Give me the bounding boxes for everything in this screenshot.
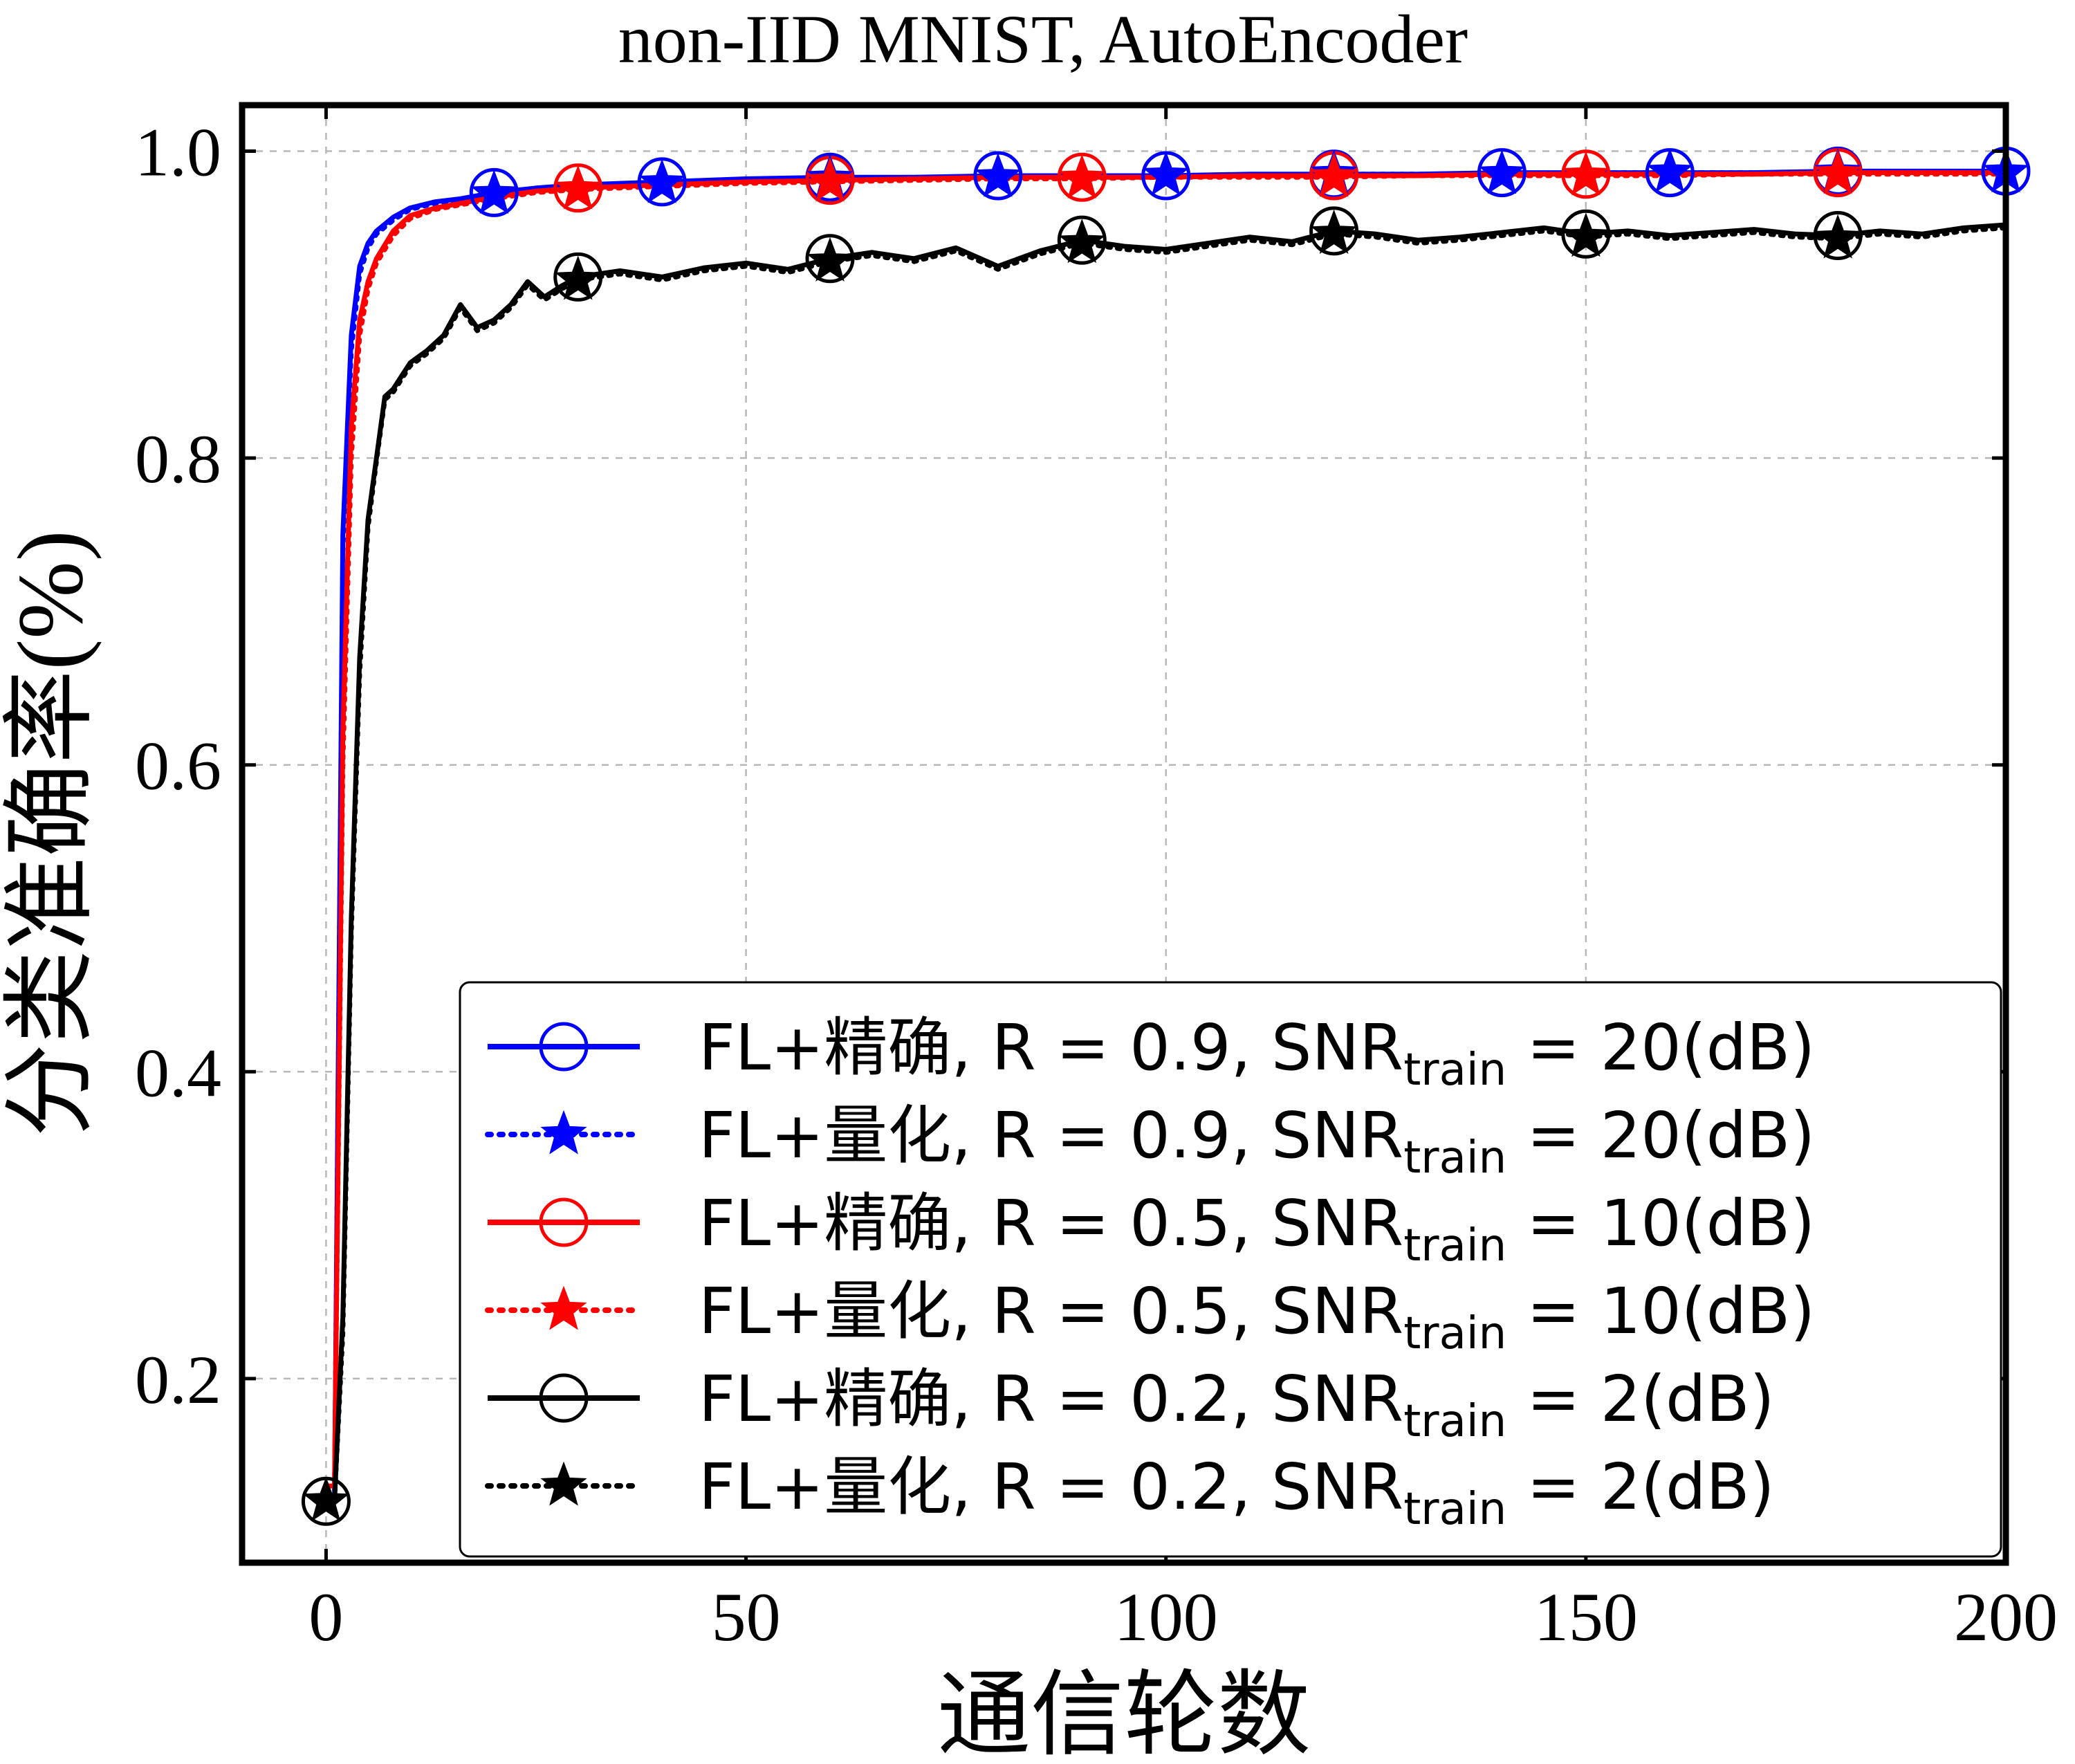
legend-label-6: FL+量化, R = 0.2, SNRtrain = 2(dB) (699, 1450, 1775, 1535)
legend-label-2: FL+量化, R = 0.9, SNRtrain = 20(dB) (699, 1099, 1815, 1184)
legend-star-marker-2 (540, 1110, 587, 1155)
series-2-star-marker (638, 158, 685, 203)
series-2-star-marker (470, 169, 517, 214)
series-4-star-marker (555, 165, 602, 210)
y-tick-label: 0.6 (135, 728, 221, 805)
x-axis-label: 通信轮数 (937, 1664, 1311, 1764)
x-tick-label: 150 (1534, 1579, 1638, 1655)
series-line-6 (323, 225, 2009, 1504)
series-2-star-marker (1646, 148, 1693, 193)
x-tick-label: 100 (1114, 1579, 1218, 1655)
legend: FL+精确, R = 0.9, SNRtrain = 20(dB)FL+量化, … (459, 981, 2002, 1558)
legend-label-4: FL+量化, R = 0.5, SNRtrain = 10(dB) (699, 1274, 1815, 1359)
series-5-circle-marker (1057, 215, 1107, 265)
x-tick-label: 200 (1954, 1579, 2058, 1655)
legend-label-5: FL+精确, R = 0.2, SNRtrain = 2(dB) (699, 1362, 1775, 1447)
series-5-circle-marker (805, 234, 855, 284)
series-6-star-marker (555, 255, 602, 300)
series-5-circle-marker (1309, 206, 1359, 256)
series-6-star-marker (1310, 209, 1358, 254)
x-tick-label: 50 (712, 1579, 781, 1655)
series-5-circle-marker (1813, 211, 1863, 261)
series-6-star-marker (1814, 214, 1861, 259)
series-4-star-marker (1814, 149, 1861, 194)
series-5-circle-marker (1561, 209, 1611, 259)
legend-circle-marker-3 (539, 1197, 589, 1247)
series-2-star-marker (975, 152, 1022, 197)
series-4-star-marker (1310, 152, 1358, 197)
y-tick-label: 1.0 (135, 114, 221, 191)
legend-circle-marker-1 (539, 1022, 589, 1072)
series-4-star-marker (1562, 151, 1610, 196)
series-6-star-marker (1058, 219, 1105, 264)
legend-circle-marker-5 (539, 1373, 589, 1423)
chart-title: non-IID MNIST, AutoEncoder (618, 1, 1468, 77)
y-tick-label: 0.4 (135, 1034, 221, 1111)
y-tick-label: 0.8 (135, 421, 221, 497)
plot-frame (239, 102, 2009, 1566)
y-axis-label: 分类准确率(%) (0, 530, 102, 1137)
series-4-star-marker (1058, 154, 1105, 199)
legend-star-marker-4 (540, 1285, 587, 1330)
axis-ticks: 0 50 100 150 200 0.2 0.4 0.6 0.8 1.0 (135, 105, 2058, 1655)
series-2-star-marker (1143, 151, 1190, 196)
series-2-star-marker (1478, 149, 1526, 194)
series-6-star-marker (1562, 212, 1610, 257)
series-6-star-marker (806, 237, 854, 282)
series-6-star-marker (302, 1476, 350, 1521)
legend-star-marker-6 (540, 1461, 587, 1506)
series-4-star-marker (806, 157, 854, 202)
x-tick-label: 0 (308, 1579, 343, 1655)
y-tick-label: 0.2 (135, 1341, 221, 1418)
legend-label-3: FL+精确, R = 0.5, SNRtrain = 10(dB) (699, 1186, 1815, 1271)
legend-box (459, 981, 2002, 1558)
series-5-circle-marker (553, 252, 603, 302)
legend-label-1: FL+精确, R = 0.9, SNRtrain = 20(dB) (699, 1011, 1815, 1096)
